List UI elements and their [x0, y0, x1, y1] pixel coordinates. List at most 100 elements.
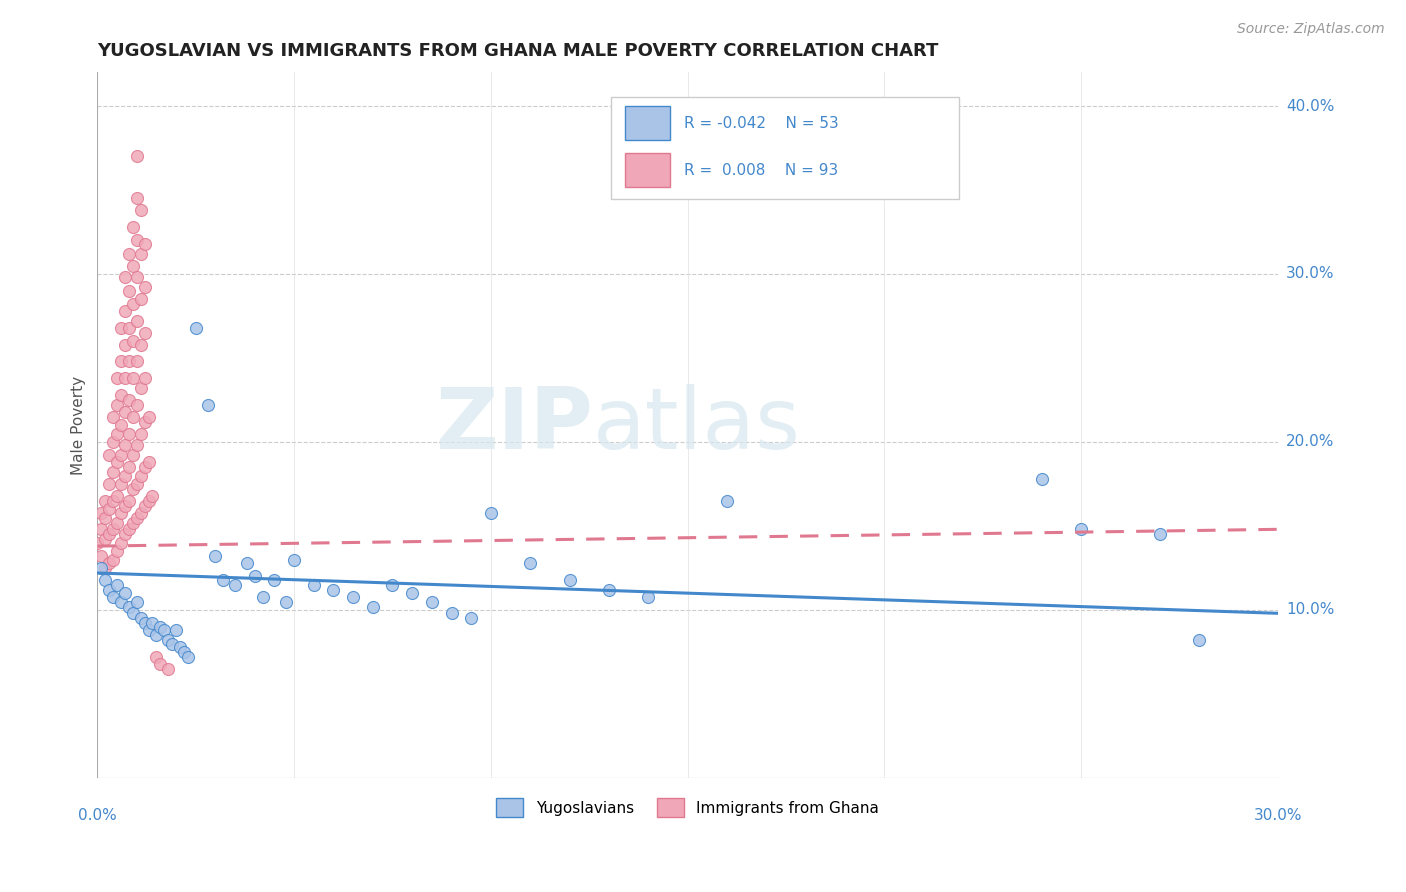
Point — [94, 510, 117, 524]
Point — [114, 586, 136, 600]
Point — [134, 415, 156, 429]
Point — [110, 449, 132, 463]
Text: ZIP: ZIP — [436, 384, 593, 467]
Point — [420, 594, 443, 608]
Point — [98, 582, 121, 597]
Point — [125, 477, 148, 491]
Point — [114, 371, 136, 385]
Point — [105, 516, 128, 530]
Point — [105, 489, 128, 503]
Point — [460, 611, 482, 625]
Point — [125, 270, 148, 285]
Text: 10.0%: 10.0% — [1286, 602, 1334, 617]
Point — [125, 314, 148, 328]
FancyBboxPatch shape — [626, 106, 669, 140]
Point — [322, 582, 344, 597]
Point — [134, 499, 156, 513]
Point — [129, 292, 152, 306]
Point — [263, 573, 285, 587]
Point — [105, 426, 128, 441]
Point — [110, 388, 132, 402]
Point — [276, 594, 298, 608]
Text: 30.0%: 30.0% — [1254, 808, 1302, 823]
Point — [129, 506, 152, 520]
Point — [98, 449, 121, 463]
Point — [598, 582, 620, 597]
Point — [118, 320, 141, 334]
Point — [121, 334, 143, 348]
Point — [177, 650, 200, 665]
Point — [121, 449, 143, 463]
Point — [114, 405, 136, 419]
Point — [101, 434, 124, 449]
Text: 20.0%: 20.0% — [1286, 434, 1334, 450]
Point — [98, 527, 121, 541]
Point — [118, 247, 141, 261]
Point — [125, 149, 148, 163]
Point — [118, 426, 141, 441]
Point — [134, 280, 156, 294]
Point — [125, 191, 148, 205]
Point — [1031, 472, 1053, 486]
Point — [90, 549, 112, 564]
Text: R = -0.042    N = 53: R = -0.042 N = 53 — [685, 116, 839, 130]
Point — [145, 650, 167, 665]
Point — [121, 607, 143, 621]
Text: 0.0%: 0.0% — [77, 808, 117, 823]
Point — [134, 460, 156, 475]
Point — [302, 578, 325, 592]
Point — [110, 320, 132, 334]
Point — [236, 556, 259, 570]
Point — [224, 578, 246, 592]
Point — [94, 561, 117, 575]
Point — [138, 623, 160, 637]
Point — [125, 398, 148, 412]
Point — [157, 662, 180, 676]
Point — [381, 578, 404, 592]
Point — [114, 527, 136, 541]
Point — [138, 493, 160, 508]
Point — [101, 465, 124, 479]
Point — [1188, 633, 1211, 648]
Point — [110, 477, 132, 491]
Point — [129, 611, 152, 625]
Point — [125, 234, 148, 248]
Point — [90, 522, 112, 536]
Point — [110, 535, 132, 549]
Point — [118, 493, 141, 508]
Point — [125, 594, 148, 608]
Point — [519, 556, 541, 570]
Text: R =  0.008    N = 93: R = 0.008 N = 93 — [685, 162, 838, 178]
Point — [101, 522, 124, 536]
Point — [121, 516, 143, 530]
Point — [637, 590, 659, 604]
Point — [114, 304, 136, 318]
Point — [118, 522, 141, 536]
Point — [252, 590, 274, 604]
Point — [90, 506, 112, 520]
Point — [118, 460, 141, 475]
Point — [169, 640, 191, 654]
Point — [134, 236, 156, 251]
Point — [138, 409, 160, 424]
FancyBboxPatch shape — [610, 97, 959, 200]
Point — [110, 354, 132, 368]
Point — [129, 381, 152, 395]
Point — [94, 573, 117, 587]
Point — [105, 455, 128, 469]
Legend: Yugoslavians, Immigrants from Ghana: Yugoslavians, Immigrants from Ghana — [489, 792, 886, 823]
Point — [94, 493, 117, 508]
Text: 40.0%: 40.0% — [1286, 98, 1334, 113]
Point — [105, 398, 128, 412]
Point — [98, 477, 121, 491]
Point — [125, 354, 148, 368]
Point — [114, 438, 136, 452]
Point — [101, 590, 124, 604]
Point — [105, 578, 128, 592]
Point — [94, 533, 117, 547]
Point — [716, 493, 738, 508]
Point — [129, 426, 152, 441]
Point — [173, 645, 195, 659]
Point — [110, 418, 132, 433]
Point — [110, 594, 132, 608]
